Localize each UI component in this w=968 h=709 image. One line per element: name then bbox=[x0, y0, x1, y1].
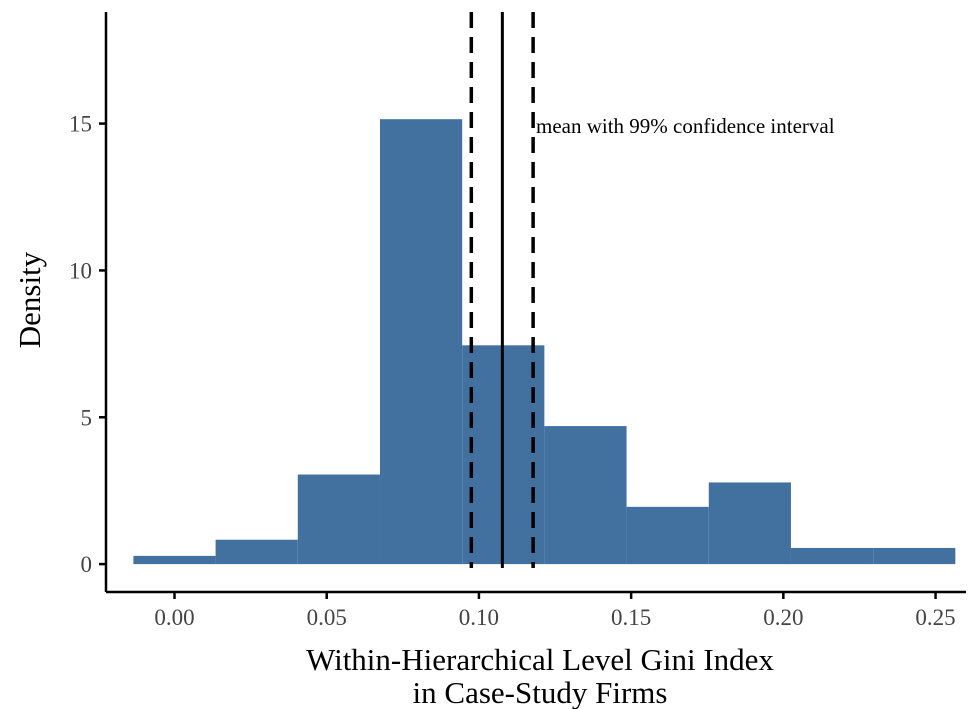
x-tick-label: 0.10 bbox=[459, 605, 499, 630]
y-tick-label: 0 bbox=[81, 552, 93, 577]
x-axis-title: Within-Hierarchical Level Gini Index bbox=[306, 642, 774, 677]
y-tick-label: 5 bbox=[81, 405, 93, 430]
histogram-bar-2 bbox=[215, 539, 298, 565]
histogram-bar-4 bbox=[379, 119, 463, 565]
histogram-bar-8 bbox=[708, 482, 791, 565]
x-tick-label: 0.05 bbox=[307, 605, 347, 630]
histogram-bar-3 bbox=[297, 474, 380, 565]
histogram-bar-7 bbox=[626, 506, 709, 565]
mean-ci-lines bbox=[469, 12, 535, 568]
y-axis-ticks: 0 5 10 15 bbox=[69, 112, 106, 577]
histogram-bar-6 bbox=[544, 426, 627, 565]
x-tick-label: 0.20 bbox=[763, 605, 803, 630]
y-tick-label: 10 bbox=[69, 258, 92, 283]
x-axis-ticks: 0.00 0.05 0.10 0.15 0.20 0.25 bbox=[154, 592, 956, 630]
y-tick-label: 15 bbox=[69, 112, 92, 137]
x-axis-title-line2: in Case-Study Firms bbox=[413, 675, 668, 709]
histogram-bars bbox=[133, 119, 956, 565]
y-axis-title: Density bbox=[12, 251, 47, 348]
histogram-bar-10 bbox=[873, 547, 956, 565]
x-tick-label: 0.25 bbox=[915, 605, 955, 630]
annotation-label: mean with 99% confidence interval bbox=[536, 114, 835, 138]
x-tick-label: 0.00 bbox=[154, 605, 194, 630]
histogram-bar-1 bbox=[133, 555, 216, 565]
axes bbox=[104, 12, 966, 594]
x-tick-label: 0.15 bbox=[611, 605, 651, 630]
histogram-bar-9 bbox=[790, 547, 874, 565]
